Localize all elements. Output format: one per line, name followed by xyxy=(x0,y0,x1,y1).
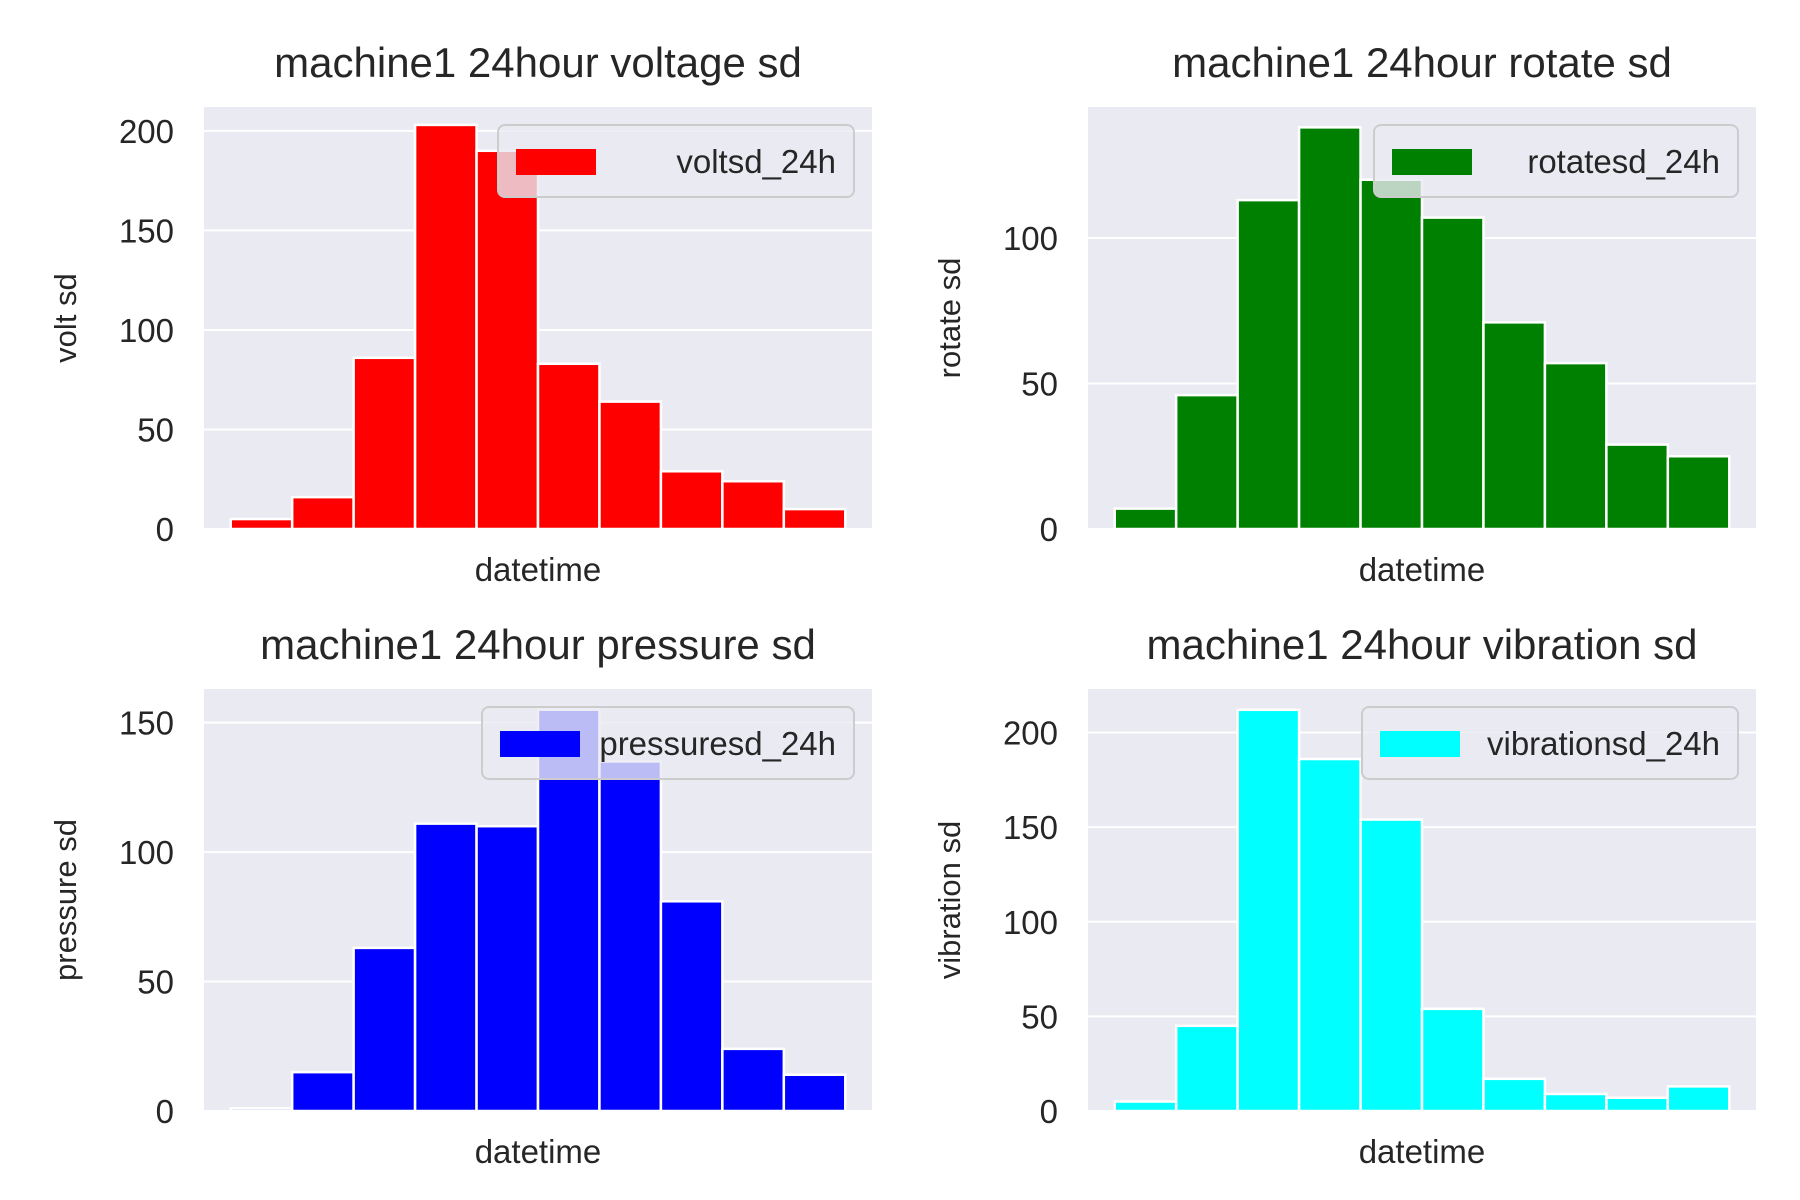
chart-4-bar xyxy=(1236,708,1301,1113)
chart-2-legend-label: rotatesd_24h xyxy=(1527,143,1720,180)
chart-2: 0 50 100 rotatesd_24h machine1 24hour rotate… xyxy=(932,39,1756,588)
chart-1-bar xyxy=(290,495,355,531)
chart-3-bar xyxy=(352,946,417,1113)
chart-3-bar xyxy=(290,1070,355,1113)
chart-3-xlabel: datetime xyxy=(475,1133,602,1170)
chart-3: 0 50 100 150 pressuresd_24h machine1 24hour p… xyxy=(48,621,872,1170)
chart-4-xlabel: datetime xyxy=(1359,1133,1486,1170)
chart-4-legend-label: vibrationsd_24h xyxy=(1487,725,1720,762)
chart-4-bar xyxy=(1543,1092,1608,1113)
chart-3-bar xyxy=(782,1073,847,1113)
chart-3-ytick-label: 0 xyxy=(156,1093,174,1130)
chart-4-legend xyxy=(1361,706,1739,780)
chart-4-ytick-label: 200 xyxy=(1003,715,1058,752)
chart-1-bar xyxy=(598,400,663,531)
chart-2-bar xyxy=(1297,126,1362,531)
chart-4-bar xyxy=(1113,1100,1178,1113)
chart-2-ylabel: rotate sd xyxy=(932,258,967,379)
chart-1-title: machine1 24hour voltage sd xyxy=(274,39,802,86)
chart-1-ylabel: volt sd xyxy=(48,273,83,363)
chart-1-bar xyxy=(413,123,478,531)
chart-4-bar xyxy=(1605,1096,1670,1113)
chart-4-ytick-label: 50 xyxy=(1021,998,1058,1035)
chart-1-bar xyxy=(536,362,601,531)
chart-1-ytick-label: 100 xyxy=(119,312,174,349)
chart-1-legend xyxy=(497,124,855,198)
chart-2-bar xyxy=(1666,454,1731,531)
chart-1-legend-label: voltsd_24h xyxy=(676,143,836,180)
chart-1-bar xyxy=(352,356,417,531)
chart-4-bar xyxy=(1174,1024,1239,1113)
chart-2-legend xyxy=(1373,124,1739,198)
chart-1-bar xyxy=(229,517,294,531)
chart-3-legend xyxy=(481,706,855,780)
chart-3-bar xyxy=(413,822,478,1113)
chart-2-ytick-label: 100 xyxy=(1003,220,1058,257)
chart-1-bar xyxy=(782,507,847,531)
chart-4-ytick-label: 0 xyxy=(1040,1093,1058,1130)
chart-2-bar xyxy=(1605,443,1670,531)
chart-1-ytick-label: 200 xyxy=(119,113,174,150)
chart-1-bar xyxy=(659,470,724,531)
chart-2-bar xyxy=(1420,216,1485,531)
chart-4-bar xyxy=(1666,1085,1731,1113)
chart-4: 0 50 100 150 200 vibrationsd_24h machine1 24ho… xyxy=(932,621,1756,1170)
chart-4-ytick-label: 100 xyxy=(1003,904,1058,941)
chart-3-bar xyxy=(475,824,540,1113)
chart-2-bar xyxy=(1236,198,1301,531)
chart-2-bar xyxy=(1359,178,1424,531)
chart-3-ytick-label: 50 xyxy=(137,964,174,1001)
chart-3-ylabel: pressure sd xyxy=(48,819,83,981)
chart-1-ytick-label: 150 xyxy=(119,212,174,249)
chart-1-bar xyxy=(721,479,786,531)
chart-2-legend-swatch xyxy=(1392,149,1472,175)
chart-4-bar xyxy=(1359,818,1424,1113)
chart-3-ytick-label: 150 xyxy=(119,705,174,742)
chart-4-bar xyxy=(1482,1077,1547,1113)
chart-2-bar xyxy=(1174,393,1239,531)
chart-3-bar xyxy=(721,1047,786,1113)
chart-4-legend-swatch xyxy=(1380,731,1460,757)
chart-3-title: machine1 24hour pressure sd xyxy=(260,621,816,668)
chart-4-ylabel: vibration sd xyxy=(932,821,967,980)
chart-4-bar xyxy=(1420,1007,1485,1113)
chart-3-bar xyxy=(229,1107,294,1113)
chart-2-title: machine1 24hour rotate sd xyxy=(1172,39,1672,86)
chart-1-xlabel: datetime xyxy=(475,551,602,588)
chart-2-xlabel: datetime xyxy=(1359,551,1486,588)
chart-2-ytick-label: 50 xyxy=(1021,365,1058,402)
chart-2-bar xyxy=(1543,361,1608,531)
chart-3-legend-swatch xyxy=(500,731,580,757)
chart-3-ytick-label: 100 xyxy=(119,834,174,871)
chart-4-bar xyxy=(1297,757,1362,1113)
chart-1-ytick-label: 0 xyxy=(156,511,174,548)
chart-1-bar xyxy=(475,149,540,531)
chart-3-bar xyxy=(598,760,663,1113)
chart-3-bar xyxy=(659,900,724,1113)
chart-2-bar xyxy=(1113,507,1178,531)
chart-1-legend-swatch xyxy=(516,149,596,175)
chart-2-ytick-label: 0 xyxy=(1040,511,1058,548)
chart-4-title: machine1 24hour vibration sd xyxy=(1146,621,1697,668)
chart-1: 0 50 100 150 200 voltsd_24h machine1 24hour vo… xyxy=(48,39,872,588)
chart-1-ytick-label: 50 xyxy=(137,411,174,448)
chart-4-ytick-label: 150 xyxy=(1003,809,1058,846)
chart-3-legend-label: pressuresd_24h xyxy=(599,725,836,762)
chart-2-bar xyxy=(1482,321,1547,531)
